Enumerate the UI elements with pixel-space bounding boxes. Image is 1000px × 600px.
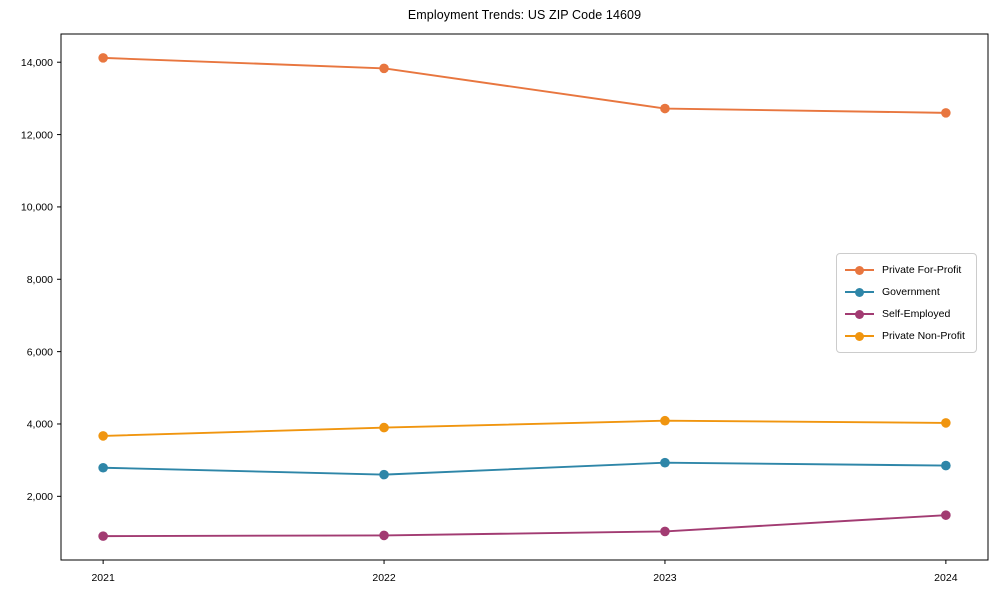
data-point-private-for-profit xyxy=(660,103,670,114)
data-point-self-employed xyxy=(98,531,108,541)
data-point-private-non-profit xyxy=(98,431,108,441)
x-tick-label: 2023 xyxy=(653,572,677,584)
legend-marker-icon xyxy=(845,265,874,275)
data-point-private-for-profit xyxy=(941,108,951,118)
series-line-private-for-profit xyxy=(103,56,946,114)
data-point-private-non-profit xyxy=(379,422,389,433)
data-point-government xyxy=(379,469,389,480)
data-point-private-non-profit xyxy=(941,418,951,428)
legend-marker-icon xyxy=(845,287,874,297)
data-point-government xyxy=(660,457,670,468)
plot-border xyxy=(60,33,989,561)
data-point-private-non-profit xyxy=(660,415,670,426)
legend-entry-government: Government xyxy=(845,281,968,303)
y-tick-label: 2,000 xyxy=(27,491,53,503)
legend-entry-private-non-profit: Private Non-Profit xyxy=(845,325,968,347)
data-point-self-employed xyxy=(941,510,951,520)
series-line-self-employed xyxy=(103,514,946,538)
series-line-private-non-profit xyxy=(103,419,946,437)
data-point-government xyxy=(98,462,108,473)
x-tick-label: 2022 xyxy=(372,572,396,584)
legend-dot-icon xyxy=(855,309,864,319)
data-point-self-employed xyxy=(660,526,670,537)
y-tick-label: 8,000 xyxy=(27,274,53,286)
data-point-private-for-profit xyxy=(379,63,389,74)
y-tick-label: 4,000 xyxy=(27,419,53,431)
legend-marker-icon xyxy=(845,331,874,341)
legend-marker-icon xyxy=(845,309,874,319)
legend-label: Private For-Profit xyxy=(882,264,962,276)
legend-dot-icon xyxy=(855,265,864,275)
legend-label: Self-Employed xyxy=(882,308,951,320)
legend-dot-icon xyxy=(855,287,864,297)
y-tick-label: 12,000 xyxy=(21,129,53,141)
series-line-government xyxy=(103,461,946,476)
chart-title: Employment Trends: US ZIP Code 14609 xyxy=(407,8,642,22)
legend-dot-icon xyxy=(855,331,864,341)
legend-entry-private-for-profit: Private For-Profit xyxy=(845,259,968,281)
legend-label: Government xyxy=(882,286,940,298)
data-point-government xyxy=(941,460,951,471)
x-tick-label: 2021 xyxy=(91,572,115,584)
y-tick-label: 6,000 xyxy=(27,346,53,358)
y-tick-label: 10,000 xyxy=(21,202,53,214)
legend-label: Private Non-Profit xyxy=(882,330,965,342)
y-tick-label: 14,000 xyxy=(21,57,53,69)
data-point-self-employed xyxy=(379,530,389,541)
legend-entry-self-employed: Self-Employed xyxy=(845,303,968,325)
chart-legend: Private For-Profit Government Self-Employe… xyxy=(836,253,977,353)
data-point-private-for-profit xyxy=(98,53,108,63)
x-tick-label: 2024 xyxy=(934,572,958,584)
